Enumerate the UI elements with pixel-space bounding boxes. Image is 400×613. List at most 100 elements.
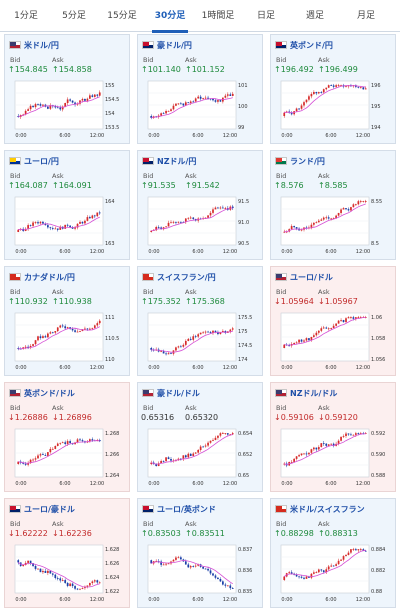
candle-body bbox=[359, 87, 362, 89]
pair-name[interactable]: 豪ドル/円 bbox=[157, 40, 192, 50]
candle-body bbox=[96, 94, 99, 96]
pair-name[interactable]: ランド/円 bbox=[290, 156, 325, 166]
candle-body bbox=[177, 221, 180, 223]
candle-body bbox=[162, 113, 165, 115]
candle-body bbox=[337, 320, 340, 324]
price-chart[interactable]: 101 100 99 0:00 6:00 12:00 bbox=[142, 77, 260, 141]
currency-card[interactable]: ランド/円 Bid Ask ↑8.576 ↑8.585 8.55 8.5 0:00 6:00 12… bbox=[270, 150, 396, 260]
currency-card[interactable]: ユーロ/円 Bid Ask ↑164.087 ↑164.091 164 163 0:00 6:0… bbox=[4, 150, 130, 260]
currency-card[interactable]: 豪ドル/ドル Bid Ask 0.65316 0.65320 0.654 0.652 0.65… bbox=[137, 382, 263, 492]
candle-body bbox=[298, 455, 300, 457]
moving-average-line bbox=[18, 216, 100, 231]
tab-6[interactable]: 週足 bbox=[305, 11, 324, 21]
candle-body bbox=[192, 453, 195, 456]
currency-card[interactable]: カナダドル/円 Bid Ask ↑110.932 ↑110.938 111 110.5 110… bbox=[4, 266, 130, 376]
currency-card[interactable]: ユーロ/英ポンド Bid Ask ↑0.83503 ↑0.83511 0.837 0.836… bbox=[137, 498, 263, 608]
candle-body bbox=[175, 557, 177, 560]
currency-card[interactable]: 米ドル/円 Bid Ask ↑154.845 ↑154.858 155 154.5 154 15… bbox=[4, 34, 130, 144]
x-tick-label: 6:00 bbox=[59, 597, 70, 603]
x-tick-label: 12:00 bbox=[356, 133, 370, 139]
price-chart[interactable]: 91.5 91.0 90.5 0:00 6:00 12:00 bbox=[142, 193, 260, 257]
card-header: 英ポンド/円 bbox=[275, 39, 391, 51]
currency-card[interactable]: 英ポンド/円 Bid Ask ↑196.492 ↑196.499 196 195 194 0:0… bbox=[270, 34, 396, 144]
price-chart[interactable]: 111 110.5 110 0:00 6:00 12:00 bbox=[9, 309, 127, 373]
x-tick-label: 6:00 bbox=[192, 133, 203, 139]
candle-body bbox=[357, 433, 360, 434]
moving-average-line bbox=[151, 207, 233, 232]
price-chart[interactable]: 1.06 1.058 1.056 0:00 6:00 12:00 bbox=[275, 309, 393, 373]
bid-value: ↓1.05964 bbox=[274, 297, 314, 306]
candle-body bbox=[165, 226, 167, 228]
currency-card[interactable]: ユーロ/豪ドル Bid Ask ↓1.62222 ↓1.62236 1.628 1.626 1… bbox=[4, 498, 130, 608]
pair-name[interactable]: 英ポンド/ドル bbox=[24, 388, 75, 398]
ask-label: Ask bbox=[52, 56, 64, 64]
candle-body bbox=[157, 227, 160, 228]
price-chart[interactable]: 1.268 1.266 1.264 0:00 6:00 12:00 bbox=[9, 425, 127, 489]
candle-body bbox=[222, 330, 224, 333]
candle-body bbox=[81, 588, 84, 589]
candle-body bbox=[202, 332, 204, 334]
x-tick-label: 12:00 bbox=[90, 597, 104, 603]
candle-body bbox=[155, 464, 158, 466]
currency-card[interactable]: NZドル/円 Bid Ask ↑91.535 ↑91.542 91.5 91.0 90.5 0:… bbox=[137, 150, 263, 260]
pair-name[interactable]: ユーロ/豪ドル bbox=[24, 504, 75, 514]
price-chart[interactable]: 1.628 1.626 1.624 1.622 0:00 6:00 12:00 bbox=[9, 541, 127, 605]
candle-body bbox=[44, 223, 47, 226]
pair-name[interactable]: 米ドル/円 bbox=[24, 40, 59, 50]
tab-4[interactable]: 1時間足 bbox=[201, 11, 235, 21]
price-chart[interactable]: 196 195 194 0:00 6:00 12:00 bbox=[275, 77, 393, 141]
x-tick-label: 6:00 bbox=[192, 249, 203, 255]
candle-body bbox=[226, 433, 229, 435]
candle-body bbox=[231, 206, 234, 209]
currency-card[interactable]: ユーロ/ドル Bid Ask ↓1.05964 ↓1.05967 1.06 1.058 1.0… bbox=[270, 266, 396, 376]
price-chart[interactable]: 175.5 175 174.5 174 0:00 6:00 12:00 bbox=[142, 309, 260, 373]
tab-3[interactable]: 30分足 bbox=[146, 0, 194, 33]
pair-name[interactable]: ユーロ/ドル bbox=[290, 272, 333, 282]
candle-body bbox=[162, 351, 165, 354]
price-chart[interactable]: 0.884 0.882 0.88 0:00 6:00 12:00 bbox=[275, 541, 393, 605]
tab-2[interactable]: 15分足 bbox=[107, 11, 137, 21]
candle-body bbox=[300, 576, 303, 578]
price-chart[interactable]: 8.55 8.5 0:00 6:00 12:00 bbox=[275, 193, 393, 257]
pair-name[interactable]: 米ドル/スイスフラン bbox=[290, 504, 365, 514]
pair-name[interactable]: スイスフラン/円 bbox=[157, 272, 216, 282]
candle-body bbox=[162, 460, 165, 462]
candle-body bbox=[310, 93, 313, 97]
candle-body bbox=[212, 439, 214, 441]
currency-card[interactable]: 豪ドル/円 Bid Ask ↑101.140 ↑101.152 101 100 99 0:00 6… bbox=[137, 34, 263, 144]
pair-name[interactable]: ユーロ/英ポンド bbox=[157, 504, 216, 514]
pair-name[interactable]: カナダドル/円 bbox=[24, 272, 75, 282]
candle-body bbox=[222, 581, 224, 585]
currency-card[interactable]: NZドル/ドル Bid Ask ↓0.59106 ↓0.59120 0.592 0.590 0… bbox=[270, 382, 396, 492]
pair-name[interactable]: 豪ドル/ドル bbox=[157, 388, 200, 398]
candle-body bbox=[325, 87, 328, 90]
candle-body bbox=[81, 440, 84, 442]
pair-name[interactable]: 英ポンド/円 bbox=[290, 40, 333, 50]
tab-1[interactable]: 5分足 bbox=[62, 11, 86, 21]
candle-body bbox=[327, 444, 330, 446]
price-chart[interactable]: 0.837 0.836 0.835 0:00 6:00 12:00 bbox=[142, 541, 260, 605]
pair-name[interactable]: NZドル/円 bbox=[157, 156, 197, 166]
price-chart[interactable]: 155 154.5 154 153.5 0:00 6:00 12:00 bbox=[9, 77, 127, 141]
candle-body bbox=[64, 224, 67, 229]
pair-name[interactable]: ユーロ/円 bbox=[24, 156, 59, 166]
card-header: ランド/円 bbox=[275, 155, 391, 167]
price-chart[interactable]: 0.592 0.590 0.588 0:00 6:00 12:00 bbox=[275, 425, 393, 489]
price-chart[interactable]: 0.654 0.652 0.65 0:00 6:00 12:00 bbox=[142, 425, 260, 489]
pair-name[interactable]: NZドル/ドル bbox=[290, 388, 338, 398]
tab-0[interactable]: 1分足 bbox=[14, 11, 38, 21]
price-chart[interactable]: 164 163 0:00 6:00 12:00 bbox=[9, 193, 127, 257]
candle-body bbox=[325, 217, 328, 219]
currency-card[interactable]: スイスフラン/円 Bid Ask ↑175.352 ↑175.368 175.5 175 17… bbox=[137, 266, 263, 376]
candle-body bbox=[59, 578, 62, 581]
tab-7[interactable]: 月足 bbox=[356, 11, 375, 21]
y-tick-label: 0.652 bbox=[238, 452, 252, 458]
candle-body bbox=[172, 559, 175, 562]
candle-body bbox=[308, 96, 310, 100]
currency-card[interactable]: 米ドル/スイスフラン Bid Ask ↑0.88298 ↑0.88313 0.884 0.8… bbox=[270, 498, 396, 608]
currency-card[interactable]: 英ポンド/ドル Bid Ask ↓1.26886 ↓1.26896 1.268 1.266 1… bbox=[4, 382, 130, 492]
moving-average-line bbox=[151, 434, 233, 465]
candle-body bbox=[202, 97, 204, 99]
y-tick-label: 0.837 bbox=[238, 547, 252, 553]
tab-5[interactable]: 日足 bbox=[256, 11, 275, 21]
